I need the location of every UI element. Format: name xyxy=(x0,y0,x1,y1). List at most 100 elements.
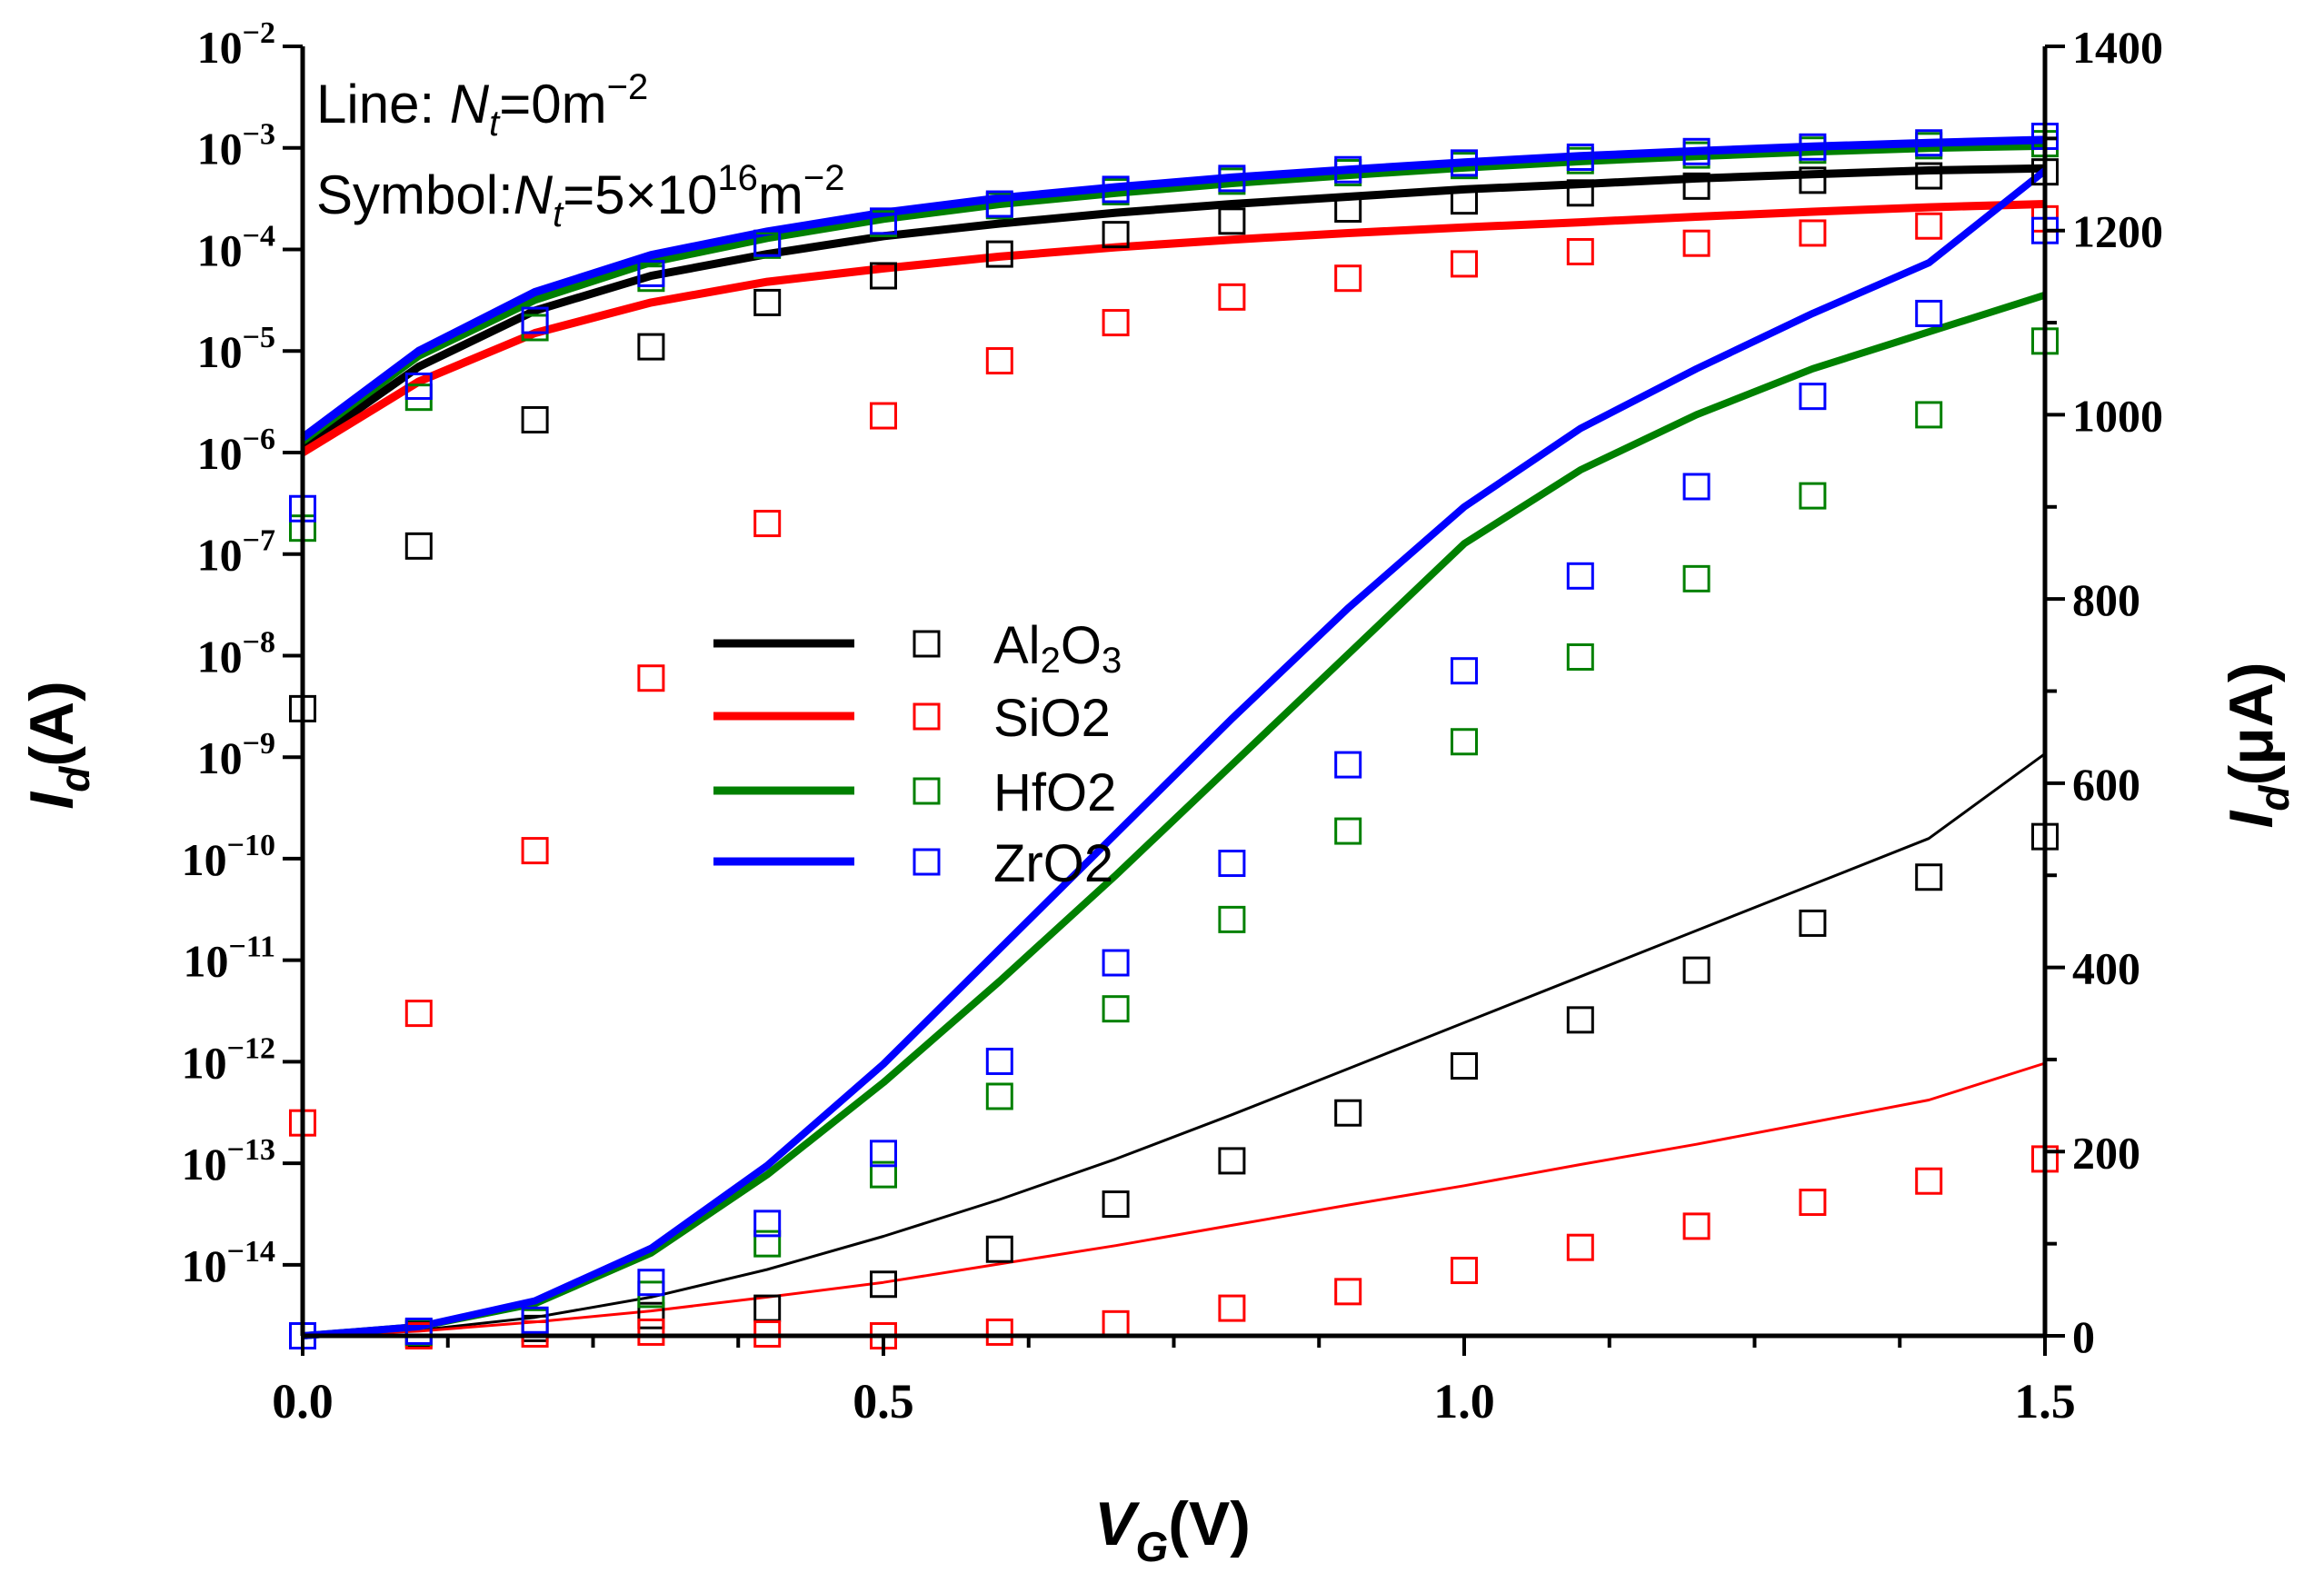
y-left-tick-label: 10−2 xyxy=(197,16,275,73)
y-right-tick-label: 200 xyxy=(2072,1127,2140,1178)
symbol-log-sio2 xyxy=(985,347,1013,375)
legend-symbol-sio2 xyxy=(913,702,941,731)
symbol-lin-al2o3 xyxy=(1451,1052,1478,1080)
symbol-lin-sio2 xyxy=(637,1318,665,1346)
symbol-lin-sio2 xyxy=(1451,1257,1478,1285)
symbol-lin-zro2 xyxy=(1451,657,1478,685)
symbol-log-zro2 xyxy=(1218,164,1246,193)
symbol-lin-sio2 xyxy=(1566,1233,1594,1261)
line-lin-hfo2 xyxy=(302,291,2047,1339)
symbol-log-al2o3 xyxy=(1566,179,1594,207)
symbol-lin-hfo2 xyxy=(753,1230,782,1258)
legend-label-hfo2: HfO2 xyxy=(993,763,1116,822)
y-left-tick-label: 10−12 xyxy=(182,1031,275,1088)
symbol-log-zro2 xyxy=(521,306,549,334)
symbol-log-sio2 xyxy=(1682,229,1711,257)
symbol-log-zro2 xyxy=(404,372,433,400)
symbol-log-al2o3 xyxy=(753,288,782,316)
annotation-symbol-var: N xyxy=(514,164,554,225)
y-left-tick-label: 10−14 xyxy=(182,1235,275,1291)
symbol-lin-al2o3 xyxy=(753,1294,782,1322)
x-tick-label: 1.0 xyxy=(1433,1374,1495,1429)
annotation-line-exp: −2 xyxy=(607,67,649,107)
symbol-lin-sio2 xyxy=(1682,1212,1711,1240)
legend: Al2O3 SiO2 HfO2 ZrO2 xyxy=(713,616,1122,893)
symbol-log-al2o3 xyxy=(985,240,1013,268)
symbol-log-zro2 xyxy=(1451,149,1478,177)
y-left-axis-label: Id(A) xyxy=(17,681,98,809)
annotation-line: Line: Nt=0m−2 xyxy=(316,67,648,144)
symbol-lin-al2o3 xyxy=(870,1270,897,1299)
annotation-symbol-unit: m xyxy=(758,164,803,225)
x-axis-label-unit: (V) xyxy=(1168,1489,1251,1558)
y-left-tick-label: 10−6 xyxy=(197,423,275,479)
symbol-lin-zro2 xyxy=(521,1306,549,1334)
symbol-lin-zro2 xyxy=(1566,562,1594,590)
symbol-log-zro2 xyxy=(870,207,897,235)
symbol-log-sio2 xyxy=(1799,219,1827,247)
symbol-log-sio2 xyxy=(404,1000,433,1028)
symbol-lin-hfo2 xyxy=(1566,642,1594,671)
symbol-log-al2o3 xyxy=(1334,195,1362,224)
symbol-log-zro2 xyxy=(1915,129,1943,157)
symbol-lin-al2o3 xyxy=(985,1235,1013,1263)
symbol-lin-zro2 xyxy=(1218,850,1246,878)
symbol-lin-al2o3 xyxy=(1218,1147,1246,1175)
symbol-log-zro2 xyxy=(1102,175,1130,204)
legend-al2o3-part1: Al xyxy=(993,616,1041,675)
symbol-lin-al2o3 xyxy=(1102,1190,1130,1219)
x-tick-label: 0.0 xyxy=(272,1374,334,1429)
symbol-lin-zro2 xyxy=(870,1140,897,1168)
line-lin-zro2 xyxy=(302,167,2048,1339)
symbol-log-sio2 xyxy=(1451,250,1478,278)
symbol-lin-zro2 xyxy=(753,1210,782,1238)
y-right-axis-label: Id(μA) xyxy=(2217,662,2298,828)
annotation-symbol-exp1: 16 xyxy=(717,158,758,198)
symbol-lin-al2o3 xyxy=(1915,863,1943,891)
symbol-log-zro2 xyxy=(1334,155,1362,184)
symbol-log-zro2 xyxy=(753,229,782,257)
symbol-lin-al2o3 xyxy=(1334,1099,1362,1127)
y-right-label-unit: (μA) xyxy=(2217,662,2286,785)
annotation-symbol-sub: t xyxy=(553,194,564,234)
annotation-line-var: N xyxy=(450,74,490,134)
line-lin-al2o3 xyxy=(302,752,2046,1338)
symbol-log-sio2 xyxy=(870,402,897,430)
annotation-symbol-mid: =5×10 xyxy=(563,164,717,225)
symbol-log-sio2 xyxy=(1218,283,1246,311)
symbol-lin-sio2 xyxy=(1915,1167,1943,1195)
line-log-zro2 xyxy=(300,135,2046,442)
symbol-lin-zro2 xyxy=(637,1269,665,1297)
symbol-log-sio2 xyxy=(1334,264,1362,293)
line-lin-sio2 xyxy=(302,1061,2046,1338)
symbol-lin-zro2 xyxy=(1799,383,1827,411)
annotation-line-suffix: =0m xyxy=(499,74,606,134)
legend-label-al2o3: Al2O3 xyxy=(993,616,1122,681)
legend-label-sio2: SiO2 xyxy=(993,689,1111,748)
annotation-symbol: Symbol:Nt=5×1016m−2 xyxy=(316,158,845,234)
symbol-log-al2o3 xyxy=(870,262,897,290)
symbol-lin-hfo2 xyxy=(870,1160,897,1189)
x-axis-label-sub: G xyxy=(1135,1523,1168,1570)
symbol-log-al2o3 xyxy=(521,405,549,433)
y-left-tick-label: 10−5 xyxy=(197,321,275,377)
y-left-tick-label: 10−11 xyxy=(184,931,276,987)
line-log-sio2 xyxy=(300,200,2046,456)
y-right-tick-label: 400 xyxy=(2072,943,2140,994)
symbol-lin-zro2 xyxy=(404,1317,433,1345)
symbol-log-sio2 xyxy=(637,664,665,692)
y-right-tick-label: 800 xyxy=(2072,574,2140,625)
legend-al2o3-part2: 2 xyxy=(1041,641,1061,681)
symbol-log-al2o3 xyxy=(1682,172,1711,200)
symbol-log-al2o3 xyxy=(637,333,665,361)
y-left-label-sub: d xyxy=(51,766,98,792)
symbol-log-sio2 xyxy=(753,510,782,538)
symbol-lin-zro2 xyxy=(1682,473,1711,501)
y-right-tick-label: 1200 xyxy=(2072,206,2163,257)
symbol-lin-zro2 xyxy=(985,1047,1013,1075)
symbol-lin-sio2 xyxy=(1102,1309,1130,1338)
symbol-lin-hfo2 xyxy=(1102,995,1130,1023)
y-left-tick-label: 10−7 xyxy=(197,524,275,581)
symbol-log-zro2 xyxy=(1566,143,1594,171)
